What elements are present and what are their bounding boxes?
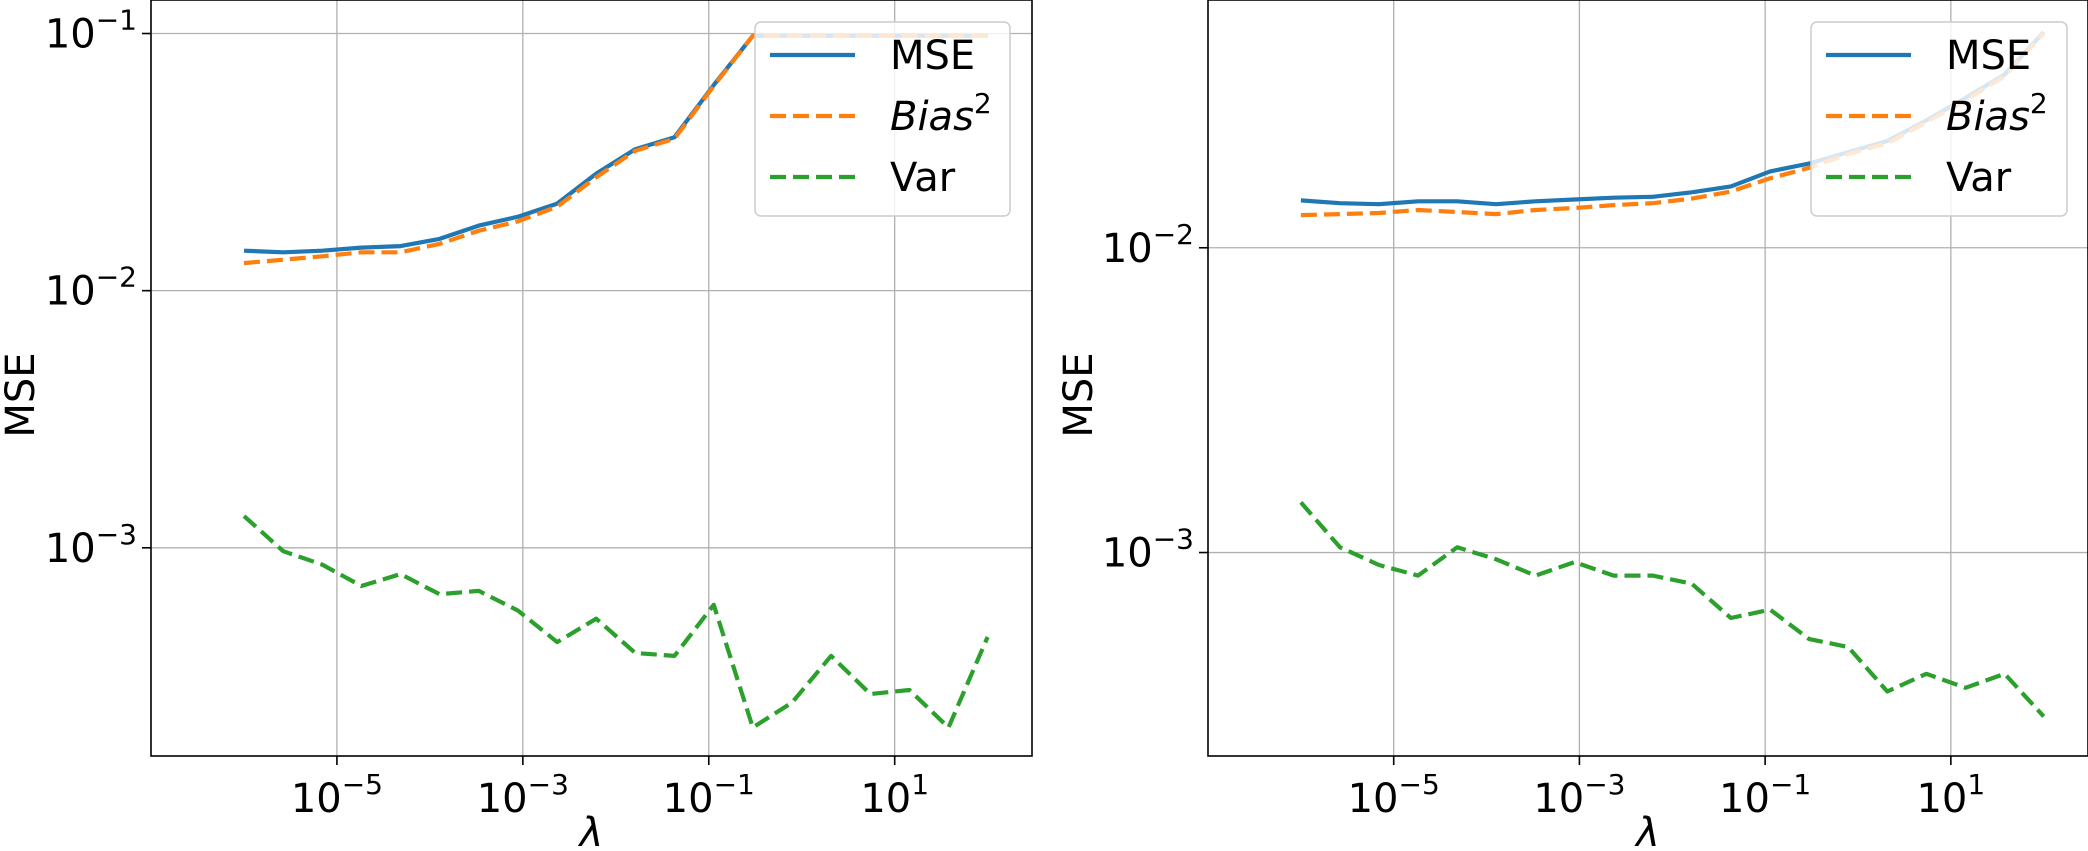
x-tick-label: 10−3	[477, 768, 569, 822]
x-tick-label: 101	[860, 768, 929, 822]
legend-label: Bias2	[890, 87, 992, 140]
x-tick-label: 10−1	[1719, 768, 1811, 822]
legend-label: Var	[890, 155, 956, 201]
x-tick-label: 10−5	[291, 768, 383, 822]
legend: MSE Bias2 Var	[754, 21, 1011, 217]
legend-label: Var	[1946, 155, 2012, 201]
plot-frame	[150, 0, 1033, 757]
left-chart-panel: 10−5 10−3 10−1 10110−110−210−3λMSEMSEBias2V…	[0, 0, 1033, 851]
legend-box	[754, 21, 1011, 217]
legend-label: MSE	[890, 33, 975, 79]
y-tick-label: 10−3	[1102, 523, 1194, 577]
y-tick-label: 10−3	[45, 518, 137, 572]
x-tick-label: 10−3	[1533, 768, 1625, 822]
y-tick-label: 10−2	[45, 261, 137, 315]
legend-box	[1810, 21, 2068, 217]
series-line-var	[1299, 501, 2046, 718]
y-tick-label: 10−2	[1102, 218, 1194, 272]
plot-frame	[1207, 0, 2088, 757]
legend-label: Bias2	[1946, 87, 2048, 140]
x-tick-label: 101	[1916, 768, 1985, 822]
x-axis-label: λ	[1634, 810, 1660, 851]
y-axis-label: MSE	[0, 352, 44, 437]
x-tick-label: 10−1	[663, 768, 755, 822]
y-axis-label: MSE	[1056, 352, 1102, 437]
legend-label: MSE	[1946, 33, 2031, 79]
y-tick-label: 10−1	[45, 4, 137, 58]
legend: MSE Bias2 Var	[1810, 21, 2068, 217]
x-axis-label: λ	[578, 810, 604, 851]
x-tick-label: 10−5	[1348, 768, 1440, 822]
series-line-var	[242, 514, 990, 730]
